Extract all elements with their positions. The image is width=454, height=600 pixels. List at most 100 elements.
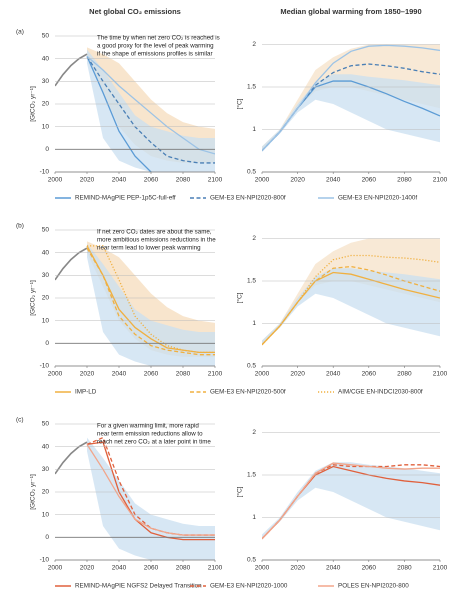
series-line	[86, 56, 153, 172]
y-tick-label: 2	[252, 429, 256, 436]
annotation: more ambitious emissions reductions in t…	[97, 237, 216, 244]
scenario-range	[87, 243, 215, 366]
plot	[262, 44, 440, 152]
x-tick-label: 2060	[362, 371, 377, 378]
series-line	[86, 247, 215, 356]
y-tick-label: 50	[42, 421, 50, 428]
x-tick-label: 2100	[433, 177, 448, 184]
legend-label: GEM-E3 EN-NPI2020-1000	[210, 583, 288, 590]
x-tick-label: 2080	[397, 371, 412, 378]
panel-label: (a)	[16, 29, 24, 36]
legend-label: REMIND-MAgPIE PEP-1p5C-full-eff	[75, 195, 176, 202]
y-tick-label: 10	[42, 317, 50, 324]
annotation: If net zero CO₂ dates are about the same…	[97, 229, 212, 236]
y-tick-label: 20	[42, 295, 50, 302]
y-tick-label: 1	[252, 320, 256, 327]
y-tick-label: 40	[42, 55, 50, 62]
x-tick-label: 2060	[362, 177, 377, 184]
x-tick-label: 2100	[433, 565, 448, 572]
x-tick-label: 2020	[80, 371, 95, 378]
legend-label: GEM-E3 EN-NPI2020-500f	[210, 389, 286, 396]
x-tick-label: 2080	[176, 565, 191, 572]
scenario-range	[262, 44, 440, 151]
x-tick-label: 2000	[255, 565, 270, 572]
history-line	[55, 441, 88, 475]
y-tick-label: 1	[252, 514, 256, 521]
x-tick-label: 2000	[255, 177, 270, 184]
annotation: if the shape of emissions profiles is si…	[97, 51, 213, 58]
annotation: near term emission reductions allow to	[97, 431, 203, 438]
scenario-range	[87, 241, 215, 357]
y-tick-label: 1	[252, 126, 256, 133]
y-tick-label: -10	[40, 169, 50, 176]
x-tick-label: 2020	[80, 565, 95, 572]
x-tick-label: 2000	[48, 565, 63, 572]
x-tick-label: 2040	[326, 371, 341, 378]
legend-label: GEM-E3 EN-NPI2020-800f	[210, 195, 286, 202]
y-tick-label: 0	[45, 534, 49, 541]
x-tick-label: 2020	[80, 177, 95, 184]
scenario-range	[262, 268, 440, 345]
x-tick-label: 2020	[290, 177, 305, 184]
x-tick-label: 2060	[144, 177, 159, 184]
x-tick-label: 2000	[255, 371, 270, 378]
x-tick-label: 2020	[290, 371, 305, 378]
x-tick-label: 2080	[176, 177, 191, 184]
y-tick-label: 0.5	[247, 363, 256, 370]
y-tick-label: 0.5	[247, 169, 256, 176]
y-tick-label: 30	[42, 78, 50, 85]
scenario-range	[87, 437, 215, 560]
y-axis-label: [°C]	[236, 486, 244, 497]
x-tick-label: 2000	[48, 371, 63, 378]
scenario-range	[262, 238, 440, 345]
y-tick-label: 40	[42, 443, 50, 450]
plot	[262, 238, 440, 346]
y-tick-label: 30	[42, 272, 50, 279]
y-axis-label: [GtCO₂ yr⁻¹]	[30, 474, 37, 510]
x-tick-label: 2060	[144, 371, 159, 378]
x-tick-label: 2100	[208, 177, 223, 184]
series-line	[86, 441, 215, 541]
column-title: Net global CO₂ emissions	[89, 7, 181, 16]
plot	[55, 436, 215, 560]
legend-label: GEM-E3 EN-NPI2020-1400f	[338, 195, 417, 202]
y-tick-label: 50	[42, 33, 50, 40]
x-tick-label: 2100	[433, 371, 448, 378]
scenario-range	[87, 49, 215, 172]
legend-label: REMIND-MAgPIE NGFS2 Delayed Transition	[75, 583, 202, 590]
x-tick-label: 2040	[326, 565, 341, 572]
y-axis-label: [°C]	[236, 98, 244, 109]
y-tick-label: -10	[40, 363, 50, 370]
scenario-range	[262, 462, 440, 539]
y-tick-label: 40	[42, 249, 50, 256]
annotation: For a given warming limit, more rapid	[97, 423, 199, 430]
x-tick-label: 2080	[397, 177, 412, 184]
y-tick-label: 20	[42, 489, 50, 496]
x-tick-label: 2020	[290, 565, 305, 572]
annotation: a good proxy for the level of peak warmi…	[97, 43, 214, 50]
plot	[55, 241, 215, 366]
y-tick-label: -10	[40, 557, 50, 564]
x-tick-label: 2060	[362, 565, 377, 572]
legend-label: POLES EN-NPI2020-800	[338, 583, 409, 590]
history-line	[55, 53, 88, 87]
x-tick-label: 2040	[112, 177, 127, 184]
x-tick-label: 2000	[48, 177, 63, 184]
y-tick-label: 50	[42, 227, 50, 234]
series-line	[262, 44, 440, 152]
legend-label: AIM/CGE EN-INDCI2030-800f	[338, 389, 423, 396]
y-tick-label: 20	[42, 101, 50, 108]
series-line	[87, 245, 215, 354]
annotation: near term lead to lower peak warming	[97, 245, 201, 252]
y-tick-label: 1.5	[247, 278, 256, 285]
x-tick-label: 2040	[326, 177, 341, 184]
x-tick-label: 2060	[144, 565, 159, 572]
y-axis-label: [°C]	[236, 292, 244, 303]
series-line	[262, 254, 440, 346]
y-tick-label: 10	[42, 511, 50, 518]
series-line	[262, 462, 440, 540]
x-tick-label: 2040	[112, 565, 127, 572]
scenario-range	[87, 47, 215, 163]
annotation: The time by when net zero CO₂ is reached…	[97, 35, 220, 42]
column-title: Median global warming from 1850–1990	[280, 7, 421, 16]
